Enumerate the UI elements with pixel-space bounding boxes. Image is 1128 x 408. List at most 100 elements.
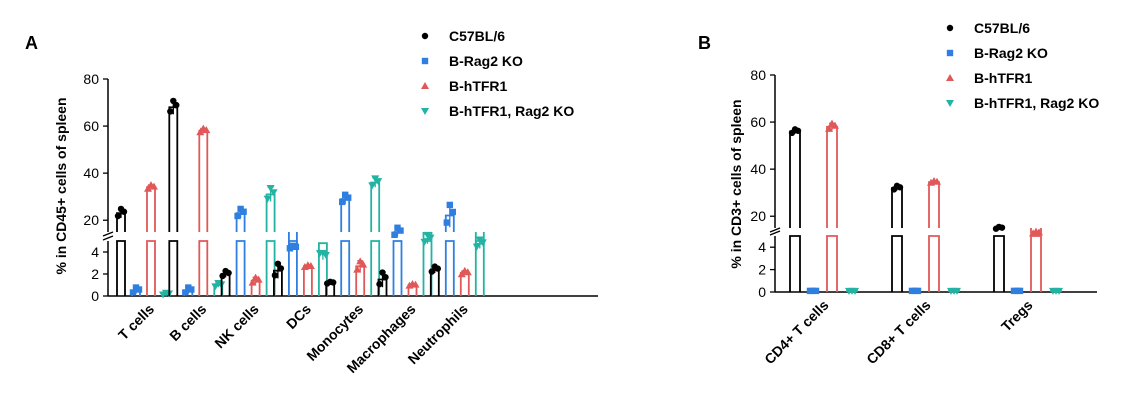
bar-group bbox=[144, 181, 158, 296]
y-axis-label: % in CD3+ cells of spleen bbox=[728, 99, 744, 268]
data-point bbox=[809, 287, 817, 295]
data-point bbox=[327, 278, 334, 286]
data-point bbox=[995, 223, 1003, 231]
bar-group bbox=[927, 177, 941, 292]
data-point bbox=[182, 289, 189, 296]
y-tick-label: 2 bbox=[758, 262, 766, 278]
bar bbox=[168, 240, 179, 296]
x-category-label: NK cells bbox=[211, 301, 262, 352]
data-point bbox=[431, 263, 438, 270]
data-point bbox=[222, 267, 229, 275]
data-point bbox=[147, 181, 155, 189]
bar-group bbox=[443, 201, 456, 296]
bar bbox=[928, 181, 940, 228]
data-point bbox=[339, 198, 346, 206]
data-point bbox=[950, 287, 958, 295]
y-tick-label: 40 bbox=[83, 165, 99, 181]
bar-group bbox=[428, 263, 441, 296]
data-point bbox=[382, 273, 389, 281]
data-point bbox=[353, 265, 362, 273]
data-point bbox=[248, 278, 257, 286]
data-point bbox=[114, 212, 122, 220]
data-point bbox=[185, 284, 192, 291]
legend-marker bbox=[946, 74, 954, 81]
bar-group bbox=[405, 280, 420, 296]
legend-label: B-hTFR1 bbox=[974, 70, 1033, 86]
data-point bbox=[251, 273, 260, 281]
data-point bbox=[269, 189, 278, 197]
data-point bbox=[318, 249, 327, 257]
legend-label: B-Rag2 KO bbox=[449, 53, 523, 69]
bar-group bbox=[129, 284, 143, 296]
bar bbox=[444, 240, 455, 296]
legend-label: B-Rag2 KO bbox=[974, 45, 1048, 61]
y-tick-label: 80 bbox=[83, 71, 99, 87]
bar bbox=[891, 235, 903, 292]
x-category-label: Tregs bbox=[998, 297, 1036, 335]
bar-group bbox=[167, 97, 180, 296]
bar-group bbox=[339, 191, 352, 296]
data-point bbox=[277, 265, 285, 272]
data-point bbox=[443, 219, 450, 226]
bar-group bbox=[992, 223, 1006, 292]
bar bbox=[288, 240, 298, 296]
data-point bbox=[376, 280, 383, 288]
legend-marker bbox=[946, 24, 954, 32]
y-axis-label: % in CD45+ cells of spleen bbox=[53, 97, 69, 274]
data-point bbox=[368, 182, 377, 190]
data-point bbox=[391, 231, 398, 239]
data-point bbox=[379, 269, 386, 276]
data-point bbox=[129, 289, 137, 296]
bar-group bbox=[263, 184, 278, 296]
data-point bbox=[170, 97, 177, 105]
y-tick-label: 0 bbox=[758, 284, 766, 300]
data-point bbox=[266, 184, 275, 192]
data-point bbox=[420, 238, 429, 246]
legend-label: C57BL/6 bbox=[974, 20, 1030, 36]
data-point bbox=[1032, 227, 1040, 235]
bar bbox=[370, 181, 381, 232]
panel-b: B % in CD3+ cells of spleen 0 2 4 20 40 60 80 CD4… bbox=[698, 20, 1099, 367]
y-tick-label: 4 bbox=[91, 244, 99, 260]
bar-group bbox=[1010, 287, 1024, 295]
y-tick-label: 20 bbox=[750, 208, 766, 224]
bar-group bbox=[845, 287, 859, 295]
bar-group bbox=[159, 289, 173, 299]
bar bbox=[116, 240, 126, 296]
bar-group bbox=[368, 175, 383, 296]
data-point bbox=[214, 280, 223, 288]
bar-group bbox=[211, 280, 226, 296]
legend-marker bbox=[946, 49, 954, 57]
bar bbox=[340, 240, 351, 296]
axis-break-mark bbox=[102, 235, 114, 241]
legend-label: B-hTFR1, Rag2 KO bbox=[449, 103, 574, 119]
data-point bbox=[828, 119, 836, 127]
bar bbox=[303, 265, 313, 296]
data-point bbox=[825, 124, 833, 132]
bar-group bbox=[353, 257, 368, 296]
panel-label: A bbox=[25, 33, 38, 53]
bar-group bbox=[234, 205, 247, 296]
bar-group bbox=[286, 232, 300, 296]
bar-group bbox=[114, 205, 128, 296]
bar bbox=[146, 240, 156, 296]
bar-group bbox=[472, 232, 487, 296]
bar bbox=[198, 129, 209, 232]
bar bbox=[891, 187, 903, 228]
data-point bbox=[342, 191, 349, 199]
bar bbox=[318, 242, 328, 296]
data-point bbox=[460, 266, 469, 274]
data-point bbox=[274, 260, 282, 267]
y-tick-label: 60 bbox=[750, 114, 766, 130]
data-point bbox=[199, 124, 208, 132]
y-tick-label: 40 bbox=[750, 161, 766, 177]
y-tick-label: 80 bbox=[750, 67, 766, 83]
y-tick-label: 60 bbox=[83, 118, 99, 134]
y-tick-label: 2 bbox=[91, 266, 99, 282]
bar-group bbox=[806, 287, 820, 295]
data-point bbox=[394, 224, 401, 231]
data-point bbox=[132, 284, 140, 291]
bar-group bbox=[1029, 227, 1043, 292]
legend-label: C57BL/6 bbox=[449, 28, 505, 44]
